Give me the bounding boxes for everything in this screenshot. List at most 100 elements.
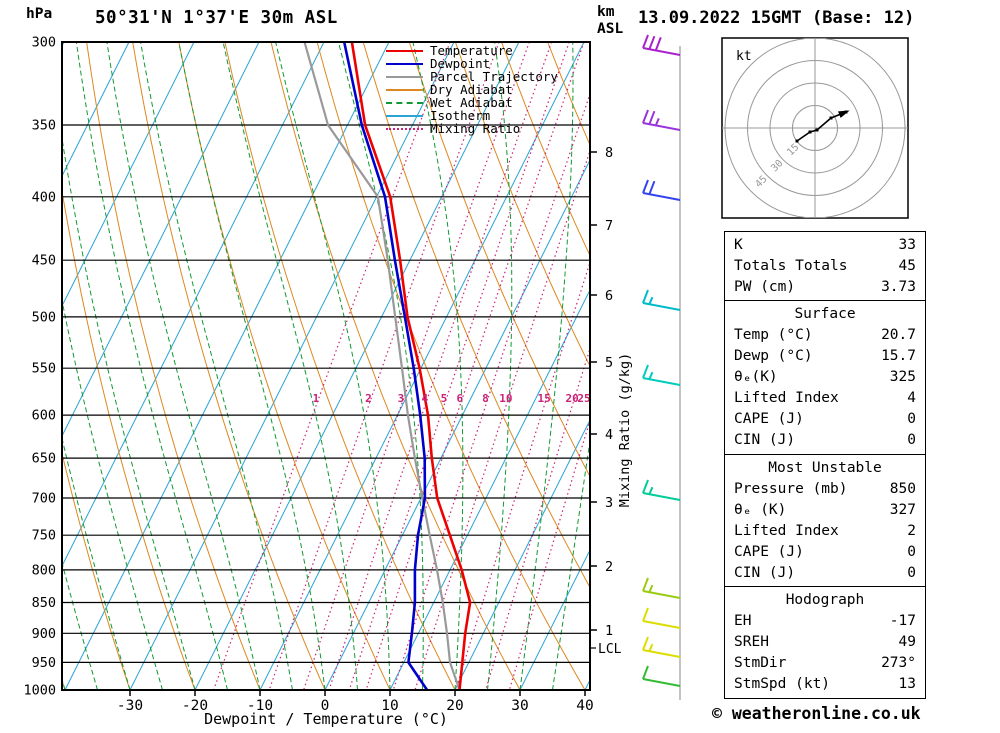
stat-label: StmSpd (kt) — [734, 676, 831, 692]
legend-label: Isotherm — [430, 108, 491, 123]
legend-label: Parcel Trajectory — [430, 69, 558, 84]
wind-barb — [642, 636, 681, 658]
stat-label: K — [734, 236, 743, 253]
plot-grid — [62, 42, 590, 690]
stat-value: 15.7 — [881, 348, 916, 364]
stat-label: Dewp (°C) — [734, 348, 813, 364]
mixing-ratio-label: 3 — [398, 392, 405, 405]
temperature-tick-label: -30 — [117, 698, 143, 714]
parcel-trajectory-curve — [303, 42, 461, 690]
pressure-tick-label: 450 — [32, 253, 56, 269]
datetime-title: 13.09.2022 15GMT (Base: 12) — [638, 8, 915, 28]
km-tick-label: 1 — [605, 623, 613, 639]
legend-line-sample — [386, 101, 423, 104]
stat-value: 2 — [907, 522, 916, 539]
mixing-ratio-label: 1 — [313, 392, 320, 405]
legend-line-sample — [386, 75, 423, 78]
temperature-curve — [350, 42, 472, 690]
legend-line-sample — [386, 127, 423, 130]
stat-value: 33 — [898, 236, 916, 253]
stat-row: CAPE (J) 0 — [725, 409, 925, 430]
temperature-tick-labels: -30 -20 -10 0 10 20 30 40 — [117, 690, 594, 714]
stat-value: 13 — [898, 676, 916, 692]
stat-label: Temp (°C) — [734, 327, 813, 343]
pressure-tick-label: 900 — [32, 626, 56, 642]
stat-value: -17 — [889, 613, 916, 629]
stat-label: CIN (J) — [734, 432, 796, 448]
pressure-tick-label: 400 — [32, 189, 56, 205]
stat-row: Temp (°C) 20.7 — [725, 325, 925, 346]
stat-value: 45 — [898, 257, 916, 274]
station-title: 50°31'N 1°37'E 30m ASL — [95, 8, 338, 28]
legend-item: Dry Adiabat — [386, 82, 558, 97]
altitude-axis-unit: km ASL — [597, 4, 623, 38]
stats-panel: Hodograph EH -17 SREH 49 StmDir 273° StmSpd (kt… — [724, 586, 926, 699]
altitude-unit-km: km — [597, 4, 615, 20]
wind-barb — [642, 607, 681, 629]
stat-label: Pressure (mb) — [734, 480, 848, 497]
mixing-ratio-axis-label: Mixing Ratio (g/kg) — [617, 353, 633, 507]
stat-row: EH -17 — [725, 611, 925, 632]
temperature-tick-label: 40 — [576, 698, 593, 714]
stat-row: θₑ(K) 325 — [725, 367, 925, 388]
wind-barb — [642, 34, 681, 56]
wind-barb — [642, 577, 681, 599]
legend-item: Wet Adiabat — [386, 95, 558, 110]
hodograph-arrow — [838, 110, 850, 118]
km-tick-label: 5 — [605, 355, 613, 371]
mixing-ratio-label: 15 — [538, 392, 551, 405]
stat-row: SREH 49 — [725, 632, 925, 653]
stat-label: PW (cm) — [734, 278, 796, 295]
stat-label: EH — [734, 613, 752, 629]
pressure-tick-label: 500 — [32, 309, 56, 325]
legend-line-sample — [386, 88, 423, 91]
km-tick-label: 6 — [605, 288, 613, 304]
km-tick-label: 3 — [605, 495, 613, 511]
wind-barb — [642, 179, 681, 201]
legend-item: Mixing Ratio — [386, 121, 558, 136]
stat-value: 0 — [907, 432, 916, 448]
stat-label: CAPE (J) — [734, 543, 804, 560]
temperature-axis-label: Dewpoint / Temperature (°C) — [204, 710, 448, 728]
altitude-unit-asl: ASL — [597, 21, 624, 37]
wind-barb-column — [642, 34, 681, 700]
wet-adiabat-lines — [62, 42, 590, 690]
stat-value: 4 — [907, 390, 916, 406]
isobar-lines — [62, 42, 590, 690]
legend-item: Temperature — [386, 43, 558, 58]
stat-row: CIN (J) 0 — [725, 563, 925, 584]
stat-value: 325 — [889, 369, 916, 385]
legend-label: Dry Adiabat — [430, 82, 513, 97]
stats-panel: Surface Temp (°C) 20.7 Dewp (°C) 15.7 θₑ(K) 32… — [724, 300, 926, 455]
km-tick-label: 7 — [605, 218, 613, 234]
legend-label: Wet Adiabat — [430, 95, 513, 110]
legend-item: Parcel Trajectory — [386, 69, 558, 84]
stat-row: Pressure (mb) 850 — [725, 479, 925, 500]
legend-label: Dewpoint — [430, 56, 491, 71]
mixing-ratio-label: 10 — [499, 392, 512, 405]
wind-barb — [642, 289, 681, 311]
pressure-tick-label: 700 — [32, 491, 56, 507]
dewpoint-curve — [342, 42, 429, 690]
legend-label: Temperature — [430, 43, 513, 58]
mixing-ratio-label: 25 — [577, 392, 590, 405]
legend-item: Dewpoint — [386, 56, 558, 71]
stat-value: 49 — [898, 634, 916, 650]
hodograph-unit-label: kt — [736, 49, 752, 64]
pressure-tick-label: 950 — [32, 655, 56, 671]
stats-panels: K 33 Totals Totals 45 PW (cm) 3.73 Surface Temp… — [724, 230, 926, 699]
legend-line-sample — [386, 114, 423, 117]
mixing-ratio-label: 5 — [441, 392, 448, 405]
stat-row: StmDir 273° — [725, 653, 925, 674]
lcl-label: LCL — [598, 642, 622, 657]
pressure-tick-labels: 300 350 400 450 500 550 600 650 700 750 800 850 900 9… — [23, 35, 56, 699]
legend-label: Mixing Ratio — [430, 121, 521, 136]
temperature-tick-label: 30 — [511, 698, 528, 714]
legend-line-sample — [386, 49, 423, 52]
stat-value: 327 — [889, 501, 916, 518]
stat-row: θₑ (K) 327 — [725, 500, 925, 521]
stat-value: 850 — [889, 480, 916, 497]
wind-barb — [642, 364, 681, 386]
